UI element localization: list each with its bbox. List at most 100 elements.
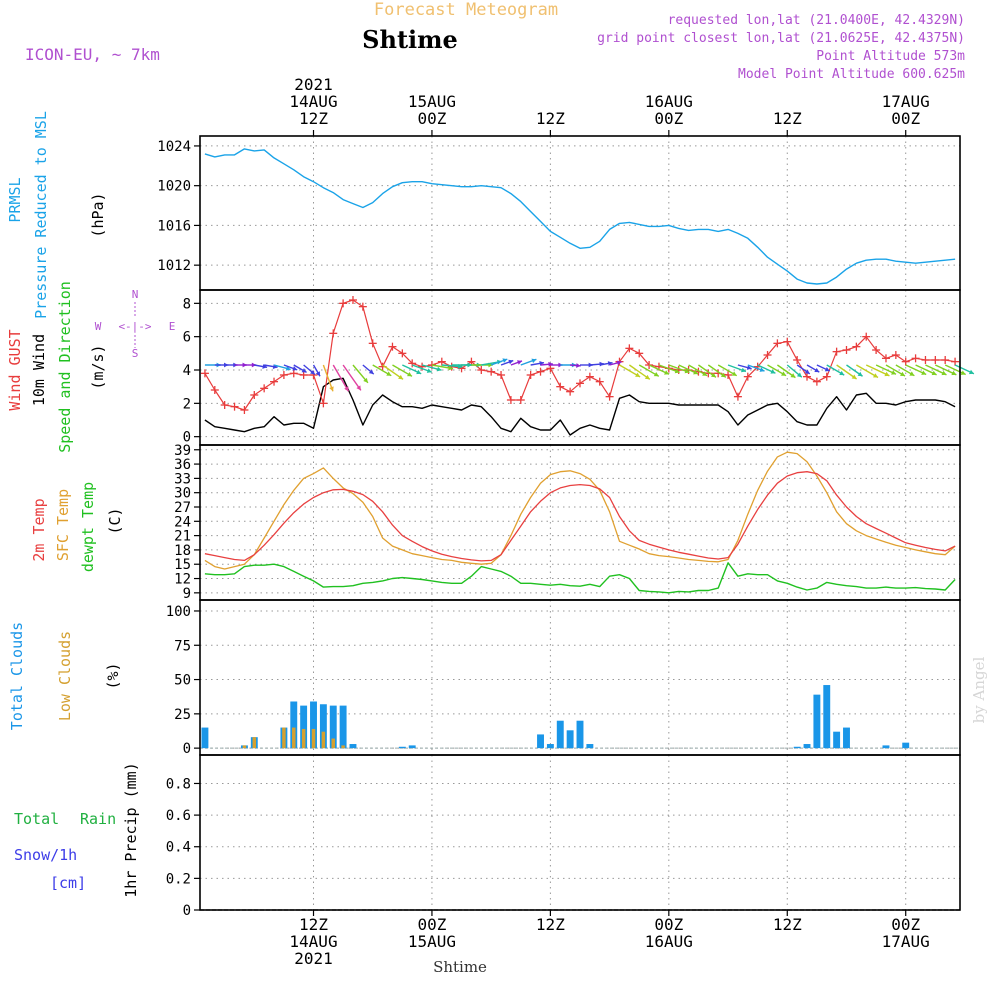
wind-direction-arrow	[707, 364, 727, 378]
precip-axis-label: 1hr Precip (mm)	[122, 762, 140, 897]
gust-marker	[733, 392, 742, 401]
point-altitude: Point Altitude 573m	[816, 49, 965, 64]
wind-arrow-head	[746, 365, 752, 370]
gust-marker	[842, 346, 851, 354]
model-label: ICON-EU, ~ 7km	[25, 45, 160, 64]
time-tick-label: 16AUG	[645, 932, 693, 951]
chart-panels: 1012101610201024024689121518212427303336…	[157, 135, 975, 919]
model-altitude: Model Point Altitude 600.625m	[738, 67, 965, 82]
gust-marker	[921, 356, 930, 364]
time-tick-label: 00Z	[417, 915, 446, 934]
gust-marker	[398, 349, 407, 358]
compass-s: S	[132, 347, 139, 360]
wind-direction-arrow	[935, 364, 957, 376]
time-tick-label: 2021	[294, 75, 333, 94]
wind-arrow-head	[356, 385, 361, 391]
wind-direction-arrow	[293, 364, 307, 374]
temp2m-line	[204, 471, 956, 562]
gust-marker	[625, 344, 634, 353]
wind-arrow-head	[531, 358, 537, 364]
time-tick-label: 00Z	[654, 915, 683, 934]
wind-arrow-head	[576, 363, 581, 368]
wind-arrow-head	[731, 371, 737, 376]
wind-direction-arrow	[500, 359, 514, 366]
gust-marker	[931, 356, 940, 364]
wind-direction-arrow	[599, 361, 613, 366]
time-tick-label: 17AUG	[882, 92, 930, 111]
time-tick-label: 00Z	[891, 109, 920, 128]
wind-arrow-head	[814, 367, 820, 373]
total-cloud-bar	[310, 701, 317, 749]
low-cloud-bar	[252, 737, 257, 749]
gust-marker	[941, 356, 950, 364]
wind-arrow-head	[653, 372, 659, 377]
temp-ytick-label: 12	[174, 572, 191, 588]
wind-direction-arrow	[421, 364, 442, 372]
gust-marker	[240, 406, 249, 414]
wind-arrow-head	[262, 364, 268, 369]
wind-arrow-head	[329, 386, 334, 392]
gust-marker	[339, 299, 348, 308]
wind-arrow-head	[292, 366, 298, 371]
wind-arrow-head	[851, 374, 857, 379]
total-cloud-bar	[290, 701, 298, 749]
wind-arrow-head	[941, 370, 947, 376]
time-tick-label: 12Z	[299, 915, 328, 934]
wind-arrow-head	[386, 371, 392, 376]
temp-ytick-label: 27	[174, 500, 191, 516]
gust-marker	[408, 359, 417, 368]
wind-ytick-label: 8	[183, 296, 191, 312]
total-cloud-bar	[843, 727, 850, 749]
wind-direction-arrow	[510, 360, 523, 366]
wind-direction-arrow	[273, 364, 291, 371]
wind-arrow-head	[684, 368, 690, 374]
total-cloud-bar	[586, 744, 594, 749]
dewpt-label: dewpt Temp	[79, 482, 97, 572]
low-cloud-bar	[242, 745, 247, 749]
gust-marker	[635, 349, 644, 358]
time-tick-label: 14AUG	[289, 932, 337, 951]
wind-arrow-head	[508, 359, 514, 365]
wind-arrow-head	[674, 368, 680, 374]
clouds-ytick-label: 0	[183, 741, 191, 757]
wind-direction-arrow	[717, 364, 738, 377]
wind-direction-arrow	[865, 364, 890, 377]
wind-direction-arrow	[638, 364, 660, 377]
wind-unit: (m/s)	[89, 344, 107, 389]
wind-arrow-head	[824, 366, 830, 372]
gust-marker	[911, 354, 920, 363]
wind-arrow-head	[517, 360, 522, 365]
wind-arrow-head	[921, 370, 927, 375]
pressure-ytick-label: 1020	[157, 179, 191, 195]
wind-direction-arrow	[826, 364, 845, 376]
gust-marker	[477, 366, 486, 374]
wind-direction-arrow	[698, 364, 717, 378]
wind-arrow-head	[635, 372, 641, 377]
time-tick-label: 00Z	[417, 109, 446, 128]
gust-label: Wind GUST	[6, 329, 24, 410]
wind-direction-arrow	[431, 364, 454, 371]
wind-arrow-head	[344, 386, 349, 392]
wind-arrow-head	[711, 372, 716, 378]
wind-ytick-label: 0	[183, 430, 191, 446]
header: Forecast Meteogram Shtime ICON-EU, ~ 7km…	[25, 0, 988, 976]
temp-ytick-label: 18	[174, 543, 191, 559]
wind-direction-arrow	[648, 364, 670, 375]
wind-direction-arrow	[332, 364, 350, 392]
total-cloud-bar	[537, 734, 544, 749]
time-tick-label: 2021	[294, 949, 333, 968]
wind-arrow-head	[416, 369, 422, 375]
wind-arrow-head	[398, 374, 404, 380]
compass-rose: N <-|-> W E S	[95, 288, 176, 360]
wind-direction-arrow	[678, 364, 699, 375]
total-label: Total	[14, 810, 59, 828]
precip-ytick-label: 0.2	[166, 871, 191, 887]
requested-coords: requested lon,lat (21.0400E, 42.4329N)	[668, 13, 965, 28]
wind-direction-arrow	[244, 362, 257, 368]
wind-direction-arrow	[747, 364, 765, 372]
wind-arrow-head	[770, 369, 776, 374]
wind-direction-arrow	[885, 364, 906, 377]
wind-direction-arrow	[875, 364, 897, 375]
gust-marker	[329, 329, 338, 338]
